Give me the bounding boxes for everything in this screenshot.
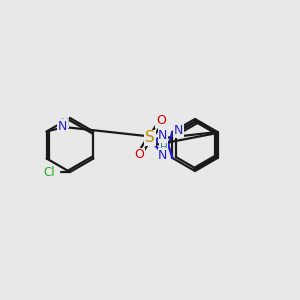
Text: N: N <box>58 120 67 133</box>
Text: N: N <box>174 124 184 137</box>
Text: H: H <box>160 143 168 154</box>
Text: H: H <box>60 118 69 128</box>
Text: N: N <box>158 149 167 162</box>
Text: O: O <box>134 148 144 161</box>
Text: Cl: Cl <box>44 166 55 178</box>
Text: N: N <box>158 129 167 142</box>
Text: S: S <box>145 130 155 146</box>
Text: O: O <box>156 115 166 128</box>
